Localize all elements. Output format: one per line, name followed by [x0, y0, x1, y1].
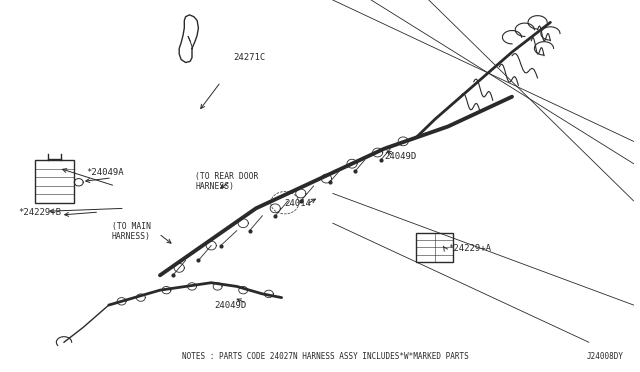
Text: 24049D: 24049D — [384, 152, 416, 161]
Text: 24014: 24014 — [285, 199, 312, 208]
Text: J24008DY: J24008DY — [587, 352, 624, 361]
Text: *24049A: *24049A — [86, 169, 124, 177]
Text: 24271C: 24271C — [234, 53, 266, 62]
Bar — [416, 232, 453, 262]
Text: *24229+A: *24229+A — [448, 244, 491, 253]
Text: (TO MAIN
HARNESS): (TO MAIN HARNESS) — [112, 222, 151, 241]
Bar — [35, 160, 74, 203]
Text: 24049D: 24049D — [214, 301, 246, 310]
Text: *24229+B: *24229+B — [18, 208, 61, 217]
Text: NOTES : PARTS CODE 24027N HARNESS ASSY INCLUDES*W*MARKED PARTS: NOTES : PARTS CODE 24027N HARNESS ASSY I… — [182, 352, 469, 361]
Text: (TO REAR DOOR
HARNESS): (TO REAR DOOR HARNESS) — [195, 172, 259, 191]
